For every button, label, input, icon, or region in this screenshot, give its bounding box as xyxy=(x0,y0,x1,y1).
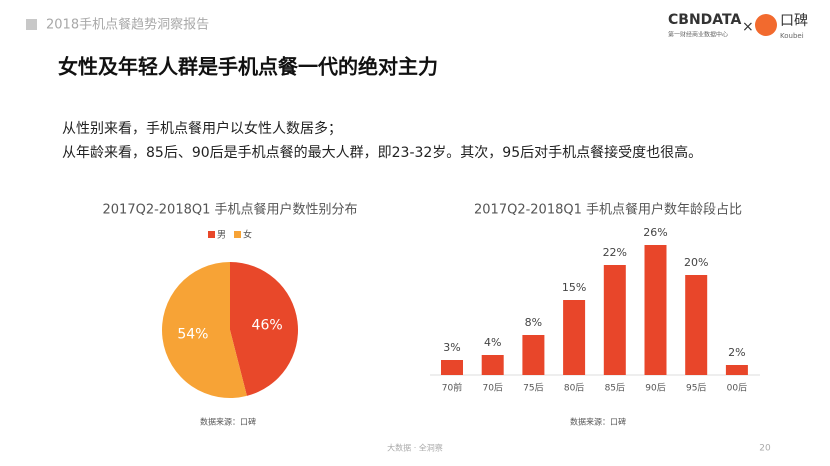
data-label: 26% xyxy=(643,226,667,239)
bar xyxy=(522,335,545,375)
legend-swatch xyxy=(208,231,215,238)
source: 数据来源：口碑 xyxy=(200,417,256,427)
x-tick-label: 85后 xyxy=(605,383,625,394)
page-number: 20 xyxy=(759,444,771,454)
x-tick-label: 00后 xyxy=(727,383,747,394)
bar xyxy=(644,245,667,375)
x-tick-label: 80后 xyxy=(564,383,584,394)
x-tick-label: 95后 xyxy=(686,383,706,394)
data-label: 2% xyxy=(728,346,745,359)
legend-label: 男 xyxy=(217,230,226,241)
footer-text: 大数据 · 全洞察 xyxy=(387,443,443,453)
bar xyxy=(563,300,586,375)
partner: 口碑 xyxy=(780,13,808,29)
pie-slice xyxy=(230,262,298,396)
chart-title: 2017Q2-2018Q1 手机点餐用户数性别分布 xyxy=(103,202,358,218)
partner-logo xyxy=(755,14,777,36)
chart-title: 2017Q2-2018Q1 手机点餐用户数年龄段占比 xyxy=(474,202,742,218)
bar xyxy=(603,265,626,375)
bar xyxy=(685,275,708,375)
data-label: 22% xyxy=(603,246,627,259)
data-label: 15% xyxy=(562,281,586,294)
body-line: 从年龄来看，85后、90后是手机点餐的最大人群，即23-32岁。其次，95后对手… xyxy=(62,144,702,161)
report-title: 2018手机点餐趋势洞察报告 xyxy=(46,17,209,33)
header-icon xyxy=(26,19,37,30)
data-label: 4% xyxy=(484,336,501,349)
data-label: 8% xyxy=(525,316,542,329)
source: 数据来源：口碑 xyxy=(570,417,626,427)
data-label: 54% xyxy=(177,327,208,343)
bar xyxy=(481,355,504,375)
partner-sub: Koubei xyxy=(780,32,804,40)
bar xyxy=(725,365,748,375)
data-label: 46% xyxy=(252,317,283,333)
bar xyxy=(441,360,463,375)
pie-slice xyxy=(161,262,247,398)
x-tick-label: 75后 xyxy=(523,383,543,394)
x-tick-label: 70后 xyxy=(482,383,502,394)
slide-title: 女性及年轻人群是手机点餐一代的绝对主力 xyxy=(58,55,438,79)
legend-swatch xyxy=(234,231,241,238)
times: × xyxy=(742,19,754,35)
brand: CBNDATA xyxy=(668,12,741,28)
data-label: 3% xyxy=(443,341,460,354)
x-tick-label: 90后 xyxy=(645,383,665,394)
x-tick-label: 70前 xyxy=(442,382,462,394)
data-label: 20% xyxy=(684,256,708,269)
brand-sub: 第一财经商业数据中心 xyxy=(668,31,728,39)
legend-label: 女 xyxy=(243,229,252,241)
body-line: 从性别来看，手机点餐用户以女性人数居多； xyxy=(62,120,342,137)
